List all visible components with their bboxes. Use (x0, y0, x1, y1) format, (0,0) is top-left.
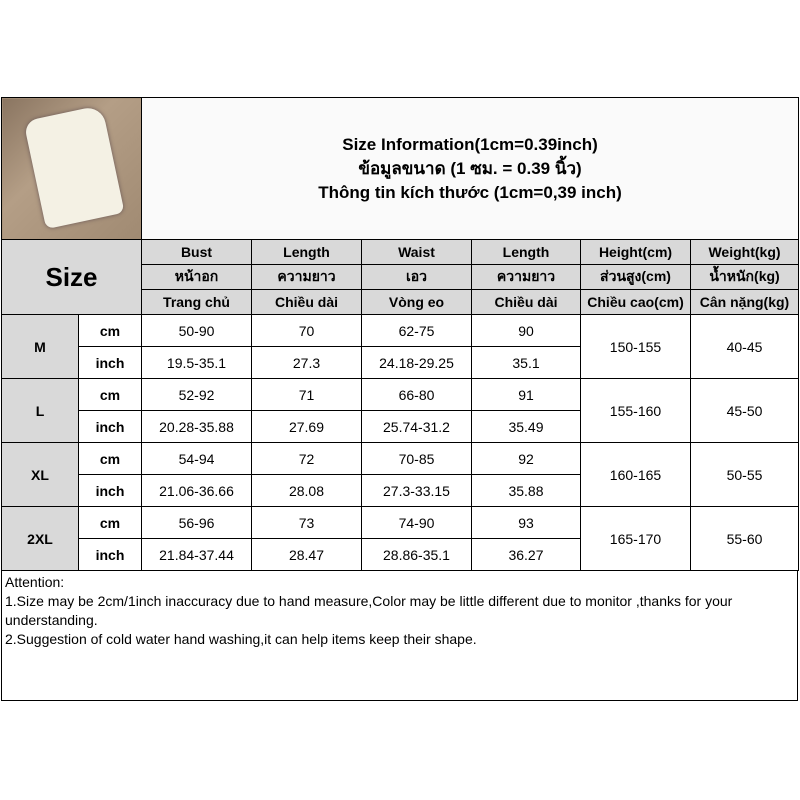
column-header: Chiều dài (251, 289, 362, 315)
height-cell: 160-165 (580, 442, 691, 507)
title-block: Size Information(1cm=0.39inch) ข้อมูลขนา… (140, 97, 800, 240)
value-cell: 71 (251, 378, 362, 411)
title-th: ข้อมูลขนาด (1 ซม. = 0.39 นิ้ว) (358, 158, 582, 178)
weight-cell: 40-45 (689, 314, 800, 379)
value-cell: 35.49 (471, 410, 581, 443)
table-row: 2XL cm 56-96 73 74-90 93 165-170 55-60 (1, 506, 800, 571)
value-cell: 73 (251, 506, 362, 539)
table-row: inch 19.5-35.1 27.3 24.18-29.25 35.1 (2, 346, 799, 379)
column-header: หน้าอก (141, 264, 252, 290)
attention-note: Attention: 1.Size may be 2cm/1inch inacc… (1, 571, 798, 701)
value-cell: 74-90 (361, 506, 472, 539)
value-cell: 52-92 (141, 378, 252, 411)
value-cell: 27.3 (251, 346, 362, 379)
unit-cell: inch (78, 410, 142, 443)
value-cell: 50-90 (141, 314, 252, 347)
size-cell: XL (1, 442, 79, 507)
column-header: Waist (361, 239, 472, 265)
column-header: ส่วนสูง(cm) (580, 264, 691, 290)
value-cell: 91 (471, 378, 581, 411)
attention-line-2: 2.Suggestion of cold water hand washing,… (5, 631, 477, 647)
column-header: Cân nặng(kg) (689, 289, 800, 315)
height-cell: 155-160 (580, 378, 691, 443)
title-en: Size Information(1cm=0.39inch) (342, 134, 598, 154)
size-header: Size (1, 239, 142, 315)
unit-cell: cm (78, 442, 142, 475)
table-row: inch 21.06-36.66 28.08 27.3-33.15 35.88 (2, 474, 799, 507)
value-cell: 36.27 (471, 538, 581, 571)
column-header: Bust (141, 239, 252, 265)
value-cell: 90 (471, 314, 581, 347)
value-cell: 28.86-35.1 (361, 538, 472, 571)
column-header: Vòng eo (361, 289, 472, 315)
size-chart: Size Information(1cm=0.39inch) ข้อมูลขนา… (1, 97, 800, 701)
size-cell: 2XL (1, 506, 79, 571)
column-header: ความยาว (471, 264, 581, 290)
weight-cell: 45-50 (689, 378, 800, 443)
unit-cell: inch (78, 474, 142, 507)
value-cell: 56-96 (141, 506, 252, 539)
column-header: Trang chủ (141, 289, 252, 315)
value-cell: 21.84-37.44 (141, 538, 252, 571)
value-cell: 93 (471, 506, 581, 539)
column-header: Length (471, 239, 581, 265)
table-row: inch 20.28-35.88 27.69 25.74-31.2 35.49 (2, 410, 799, 443)
column-header: น้ำหนัก(kg) (689, 264, 800, 290)
value-cell: 62-75 (361, 314, 472, 347)
column-header: Length (251, 239, 362, 265)
value-cell: 24.18-29.25 (361, 346, 472, 379)
column-header: เอว (361, 264, 472, 290)
table-row: inch 21.84-37.44 28.47 28.86-35.1 36.27 (2, 538, 799, 571)
value-cell: 20.28-35.88 (141, 410, 252, 443)
size-table: Size Information(1cm=0.39inch) ข้อมูลขนา… (1, 97, 800, 571)
value-cell: 27.3-33.15 (361, 474, 472, 507)
column-header: Weight(kg) (689, 239, 800, 265)
shirt-image (23, 104, 125, 230)
size-cell: M (1, 314, 79, 379)
value-cell: 35.88 (471, 474, 581, 507)
product-photo (1, 97, 142, 240)
unit-cell: cm (78, 314, 142, 347)
value-cell: 70 (251, 314, 362, 347)
value-cell: 54-94 (141, 442, 252, 475)
value-cell: 19.5-35.1 (141, 346, 252, 379)
value-cell: 72 (251, 442, 362, 475)
column-header: ความยาว (251, 264, 362, 290)
column-header: Height(cm) (580, 239, 691, 265)
column-header: Chiều dài (471, 289, 581, 315)
height-cell: 165-170 (580, 506, 691, 571)
weight-cell: 50-55 (689, 442, 800, 507)
unit-cell: inch (78, 538, 142, 571)
value-cell: 35.1 (471, 346, 581, 379)
weight-cell: 55-60 (689, 506, 800, 571)
value-cell: 21.06-36.66 (141, 474, 252, 507)
value-cell: 28.08 (251, 474, 362, 507)
unit-cell: inch (78, 346, 142, 379)
unit-cell: cm (78, 506, 142, 539)
height-cell: 150-155 (580, 314, 691, 379)
title-vi: Thông tin kích thước (1cm=0,39 inch) (318, 182, 622, 202)
value-cell: 27.69 (251, 410, 362, 443)
value-cell: 28.47 (251, 538, 362, 571)
column-header: Chiều cao(cm) (580, 289, 691, 315)
size-cell: L (1, 378, 79, 443)
value-cell: 25.74-31.2 (361, 410, 472, 443)
table-row: XL cm 54-94 72 70-85 92 160-165 50-55 (1, 442, 800, 507)
value-cell: 92 (471, 442, 581, 475)
value-cell: 66-80 (361, 378, 472, 411)
attention-line-1: 1.Size may be 2cm/1inch inaccuracy due t… (5, 593, 733, 628)
attention-heading: Attention: (5, 574, 65, 590)
unit-cell: cm (78, 378, 142, 411)
value-cell: 70-85 (361, 442, 472, 475)
